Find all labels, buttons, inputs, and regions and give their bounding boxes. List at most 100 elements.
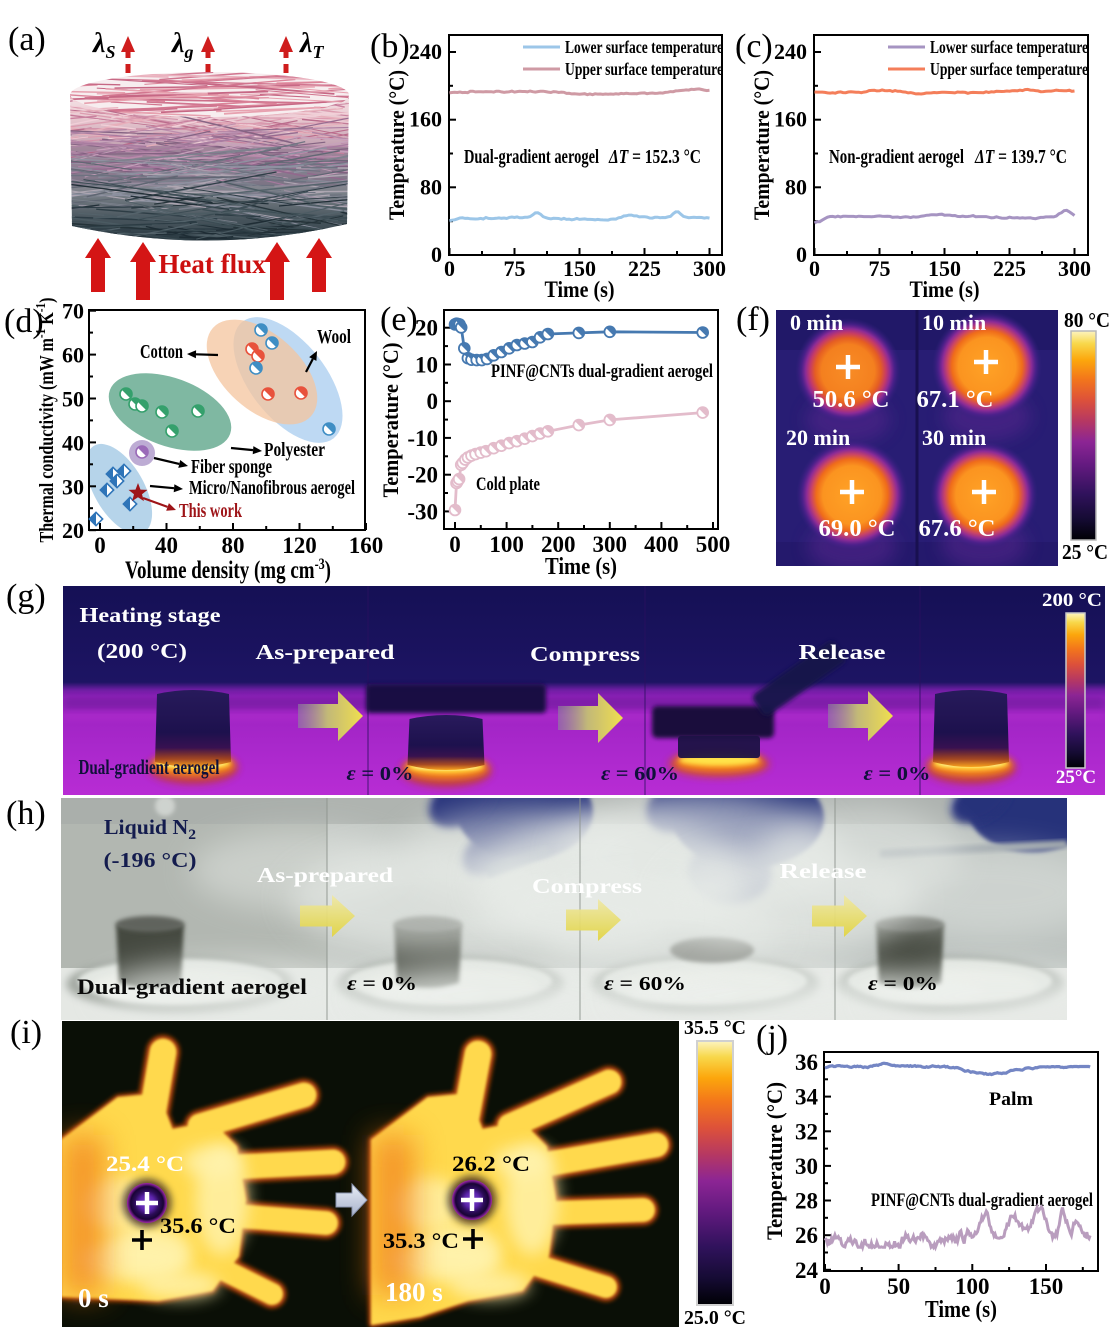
svg-text:100: 100 — [955, 1274, 990, 1299]
svg-text:20 min: 20 min — [786, 425, 850, 450]
svg-text:300: 300 — [693, 256, 726, 281]
svg-text:(e): (e) — [380, 301, 418, 338]
svg-text:80: 80 — [785, 174, 807, 199]
svg-text:20: 20 — [415, 316, 438, 341]
svg-text:40: 40 — [155, 533, 178, 558]
svg-text:240: 240 — [774, 39, 807, 64]
svg-text:Cotton: Cotton — [140, 341, 183, 363]
svg-text:80: 80 — [420, 174, 442, 199]
svg-text:Time (s): Time (s) — [545, 554, 617, 580]
svg-text:0: 0 — [444, 256, 455, 281]
svg-text:75: 75 — [504, 256, 526, 281]
svg-text:50: 50 — [62, 387, 84, 412]
svg-text:Temperature (°C): Temperature (°C) — [378, 343, 403, 498]
svg-text:30 min: 30 min — [922, 425, 986, 450]
svg-text:ΔT = 152.3 °C: ΔT = 152.3 °C — [608, 146, 701, 168]
svg-text:PINF@CNTs dual-gradient aeroge: PINF@CNTs dual-gradient aerogel — [491, 361, 713, 382]
svg-text:120: 120 — [282, 533, 317, 558]
svg-text:λS: λS — [92, 28, 115, 62]
svg-text:0: 0 — [427, 389, 439, 414]
svg-text:35.3 °C: 35.3 °C — [383, 1228, 459, 1253]
svg-text:200: 200 — [541, 532, 576, 557]
svg-text:Time (s): Time (s) — [910, 277, 980, 302]
svg-text:70: 70 — [62, 299, 84, 324]
svg-text:300: 300 — [1058, 256, 1091, 281]
svg-text:Time (s): Time (s) — [925, 1297, 997, 1323]
svg-text:40: 40 — [62, 430, 84, 455]
svg-text:λg: λg — [171, 28, 193, 62]
svg-text:Dual-gradient aerogel: Dual-gradient aerogel — [77, 974, 307, 999]
svg-text:400: 400 — [644, 532, 679, 557]
svg-text:Release: Release — [799, 640, 886, 664]
svg-text:Lower surface temperature: Lower surface temperature — [565, 37, 723, 57]
svg-text:Cold plate: Cold plate — [476, 474, 540, 495]
svg-text:This work: This work — [179, 500, 243, 522]
svg-text:(b): (b) — [370, 28, 410, 65]
svg-text:Palm: Palm — [989, 1089, 1033, 1110]
svg-text:200 °C: 200 °C — [1042, 590, 1102, 611]
svg-text:-10: -10 — [407, 426, 438, 451]
svg-text:Fiber sponge: Fiber sponge — [191, 456, 272, 478]
svg-text:Dual-gradient aerogel: Dual-gradient aerogel — [79, 755, 220, 779]
svg-text:Upper surface temperature: Upper surface temperature — [930, 59, 1088, 79]
svg-text:0: 0 — [431, 242, 442, 267]
svg-text:(200 °C): (200 °C) — [97, 639, 187, 663]
svg-text:(d): (d) — [4, 303, 44, 340]
svg-text:Micro/Nanofibrous aerogel: Micro/Nanofibrous aerogel — [189, 477, 355, 499]
svg-text:500: 500 — [696, 532, 731, 557]
svg-text:(a): (a) — [8, 21, 46, 58]
svg-text:150: 150 — [563, 256, 596, 281]
svg-text:26: 26 — [795, 1223, 818, 1248]
svg-text:80 °C: 80 °C — [1064, 308, 1110, 332]
svg-text:ε = 0%: ε = 0% — [347, 973, 417, 995]
svg-text:150: 150 — [928, 256, 961, 281]
svg-text:Non-gradient aerogel: Non-gradient aerogel — [829, 146, 964, 168]
svg-text:26.2 °C: 26.2 °C — [452, 1151, 530, 1176]
svg-text:36: 36 — [795, 1050, 818, 1075]
svg-text:30: 30 — [795, 1154, 818, 1179]
svg-text:80: 80 — [222, 533, 245, 558]
svg-text:Temperature (°C): Temperature (°C) — [749, 70, 774, 220]
svg-text:10 min: 10 min — [922, 310, 986, 335]
svg-text:ε = 60%: ε = 60% — [604, 973, 686, 995]
svg-text:0 s: 0 s — [78, 1283, 109, 1313]
svg-text:As-prepared: As-prepared — [256, 640, 395, 664]
svg-text:30: 30 — [62, 474, 84, 499]
svg-text:25°C: 25°C — [1056, 767, 1096, 788]
svg-text:-20: -20 — [407, 463, 438, 488]
svg-text:Temperature (°C): Temperature (°C) — [762, 1082, 787, 1240]
svg-text:0 min: 0 min — [790, 310, 843, 335]
svg-text:32: 32 — [795, 1119, 818, 1144]
svg-text:28: 28 — [795, 1189, 818, 1214]
svg-text:10: 10 — [415, 353, 438, 378]
svg-text:225: 225 — [628, 256, 661, 281]
svg-text:ε = 0%: ε = 0% — [868, 973, 938, 995]
svg-text:25.0 °C: 25.0 °C — [684, 1307, 746, 1329]
svg-text:150: 150 — [1029, 1274, 1064, 1299]
svg-text:50.6 °C: 50.6 °C — [813, 387, 890, 413]
svg-text:69.0 °C: 69.0 °C — [819, 516, 896, 542]
svg-text:225: 225 — [993, 256, 1026, 281]
svg-text:Heating stage: Heating stage — [80, 603, 221, 627]
svg-text:24: 24 — [795, 1258, 819, 1283]
svg-text:300: 300 — [593, 532, 628, 557]
svg-text:Upper surface temperature: Upper surface temperature — [565, 59, 723, 79]
svg-text:25 °C: 25 °C — [1062, 540, 1108, 564]
svg-text:Lower surface temperature: Lower surface temperature — [930, 37, 1088, 57]
svg-text:Compress: Compress — [532, 874, 642, 898]
svg-text:34: 34 — [795, 1085, 819, 1110]
svg-text:160: 160 — [774, 107, 807, 132]
svg-text:(-196 °C): (-196 °C) — [104, 848, 197, 872]
svg-text:Dual-gradient aerogel: Dual-gradient aerogel — [464, 146, 599, 168]
svg-text:0: 0 — [449, 532, 461, 557]
svg-text:(h): (h) — [6, 795, 46, 832]
svg-text:(i): (i) — [10, 1014, 42, 1051]
svg-text:67.1 °C: 67.1 °C — [917, 387, 994, 413]
svg-text:Wool: Wool — [317, 326, 351, 348]
svg-text:(c): (c) — [735, 28, 773, 65]
svg-text:-30: -30 — [407, 499, 438, 524]
svg-text:Polyester: Polyester — [264, 439, 325, 461]
svg-text:160: 160 — [349, 533, 384, 558]
svg-text:Time (s): Time (s) — [545, 277, 615, 302]
svg-text:PINF@CNTs dual-gradient aeroge: PINF@CNTs dual-gradient aerogel — [871, 1190, 1093, 1211]
